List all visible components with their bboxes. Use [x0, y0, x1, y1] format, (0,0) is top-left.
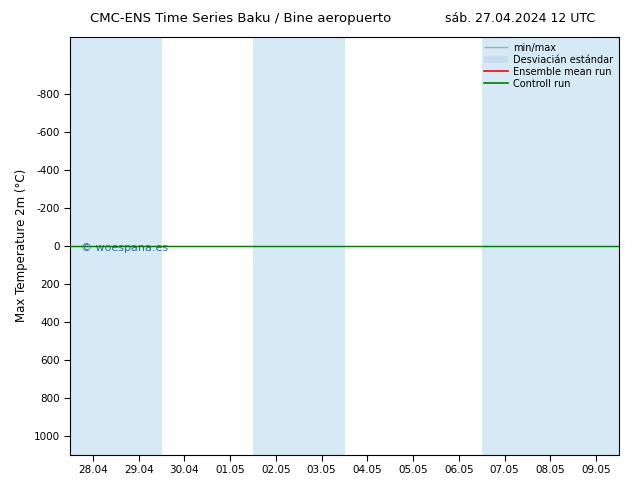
- Bar: [482, 37, 619, 455]
- Bar: [253, 37, 344, 455]
- Text: sáb. 27.04.2024 12 UTC: sáb. 27.04.2024 12 UTC: [445, 12, 595, 25]
- Text: © woespana.es: © woespana.es: [81, 243, 168, 253]
- Y-axis label: Max Temperature 2m (°C): Max Temperature 2m (°C): [15, 169, 28, 322]
- Legend: min/max, Desviacián estándar, Ensemble mean run, Controll run: min/max, Desviacián estándar, Ensemble m…: [481, 40, 616, 92]
- Text: CMC-ENS Time Series Baku / Bine aeropuerto: CMC-ENS Time Series Baku / Bine aeropuer…: [90, 12, 392, 25]
- Bar: [70, 37, 162, 455]
